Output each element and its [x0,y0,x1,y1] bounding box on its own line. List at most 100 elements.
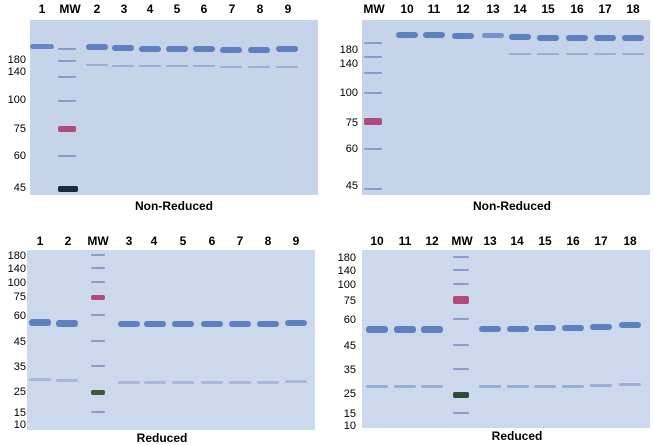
lane-label: 8 [264,234,272,248]
lane-label: 12 [425,234,439,248]
gel-image-bottom-left [27,250,315,430]
lane-label: 18 [626,2,640,16]
protein-band [590,324,612,330]
ladder-band [453,269,469,271]
mw-marker-label: 140 [7,66,26,78]
protein-band [276,46,298,52]
lane-label: 3 [125,234,133,248]
mw-marker-label: 140 [7,263,26,275]
lane-label: 1 [36,234,44,248]
lane-label: 15 [538,234,552,248]
lane-label: MW [363,2,385,16]
protein-band [220,66,242,68]
mw-marker-label: 45 [345,180,358,192]
gel-image-top-right [362,20,650,195]
protein-band [396,32,418,38]
protein-band [394,326,416,333]
protein-band [172,321,194,327]
ladder-band [364,56,382,58]
protein-band [201,381,223,384]
protein-band [534,385,556,388]
mw-marker-label: 100 [337,279,356,291]
protein-band [139,65,161,67]
ladder-band [453,412,469,414]
protein-band [479,385,501,388]
protein-band [201,321,223,327]
mw-marker-label: 35 [343,364,356,376]
protein-band [229,381,251,384]
ladder-band-pink [58,126,76,132]
ladder-band [453,344,469,346]
protein-band [619,383,641,386]
protein-band [139,46,161,52]
lane-label: 12 [456,2,470,16]
protein-band [452,33,474,39]
lane-label: 11 [398,234,412,248]
mw-marker-label: 140 [339,58,358,70]
protein-band [566,35,588,41]
mw-marker-label: 15 [13,407,26,419]
protein-band [537,53,559,55]
ladder-band [58,100,76,102]
mw-marker-label: 60 [13,150,26,162]
mw-marker-label: 45 [13,182,26,194]
mw-marker-label: 25 [343,388,356,400]
protein-band [172,381,194,384]
lane-label: 8 [256,2,264,16]
lane-label: 3 [120,2,128,16]
mw-marker-label: 140 [337,265,356,277]
ladder-band [58,155,76,157]
lane-label: 16 [566,234,580,248]
mw-marker-label: 35 [13,361,26,373]
protein-band [594,53,616,55]
mw-marker-label: 75 [13,123,26,135]
protein-band [562,325,584,331]
lane-label: 13 [486,2,500,16]
lane-label: 18 [623,234,637,248]
lane-label: MW [59,2,81,16]
protein-band [220,47,242,53]
mw-marker-label: 100 [7,94,26,106]
ladder-band [91,340,105,342]
protein-band [86,64,108,66]
ladder-band-dark [453,392,469,398]
lane-label: 10 [370,234,384,248]
gel-image-top-left [30,20,318,195]
mw-marker-label: 10 [13,419,26,431]
panel-caption: Reduced [491,429,543,443]
lane-label: 9 [284,2,292,16]
lane-label: 9 [292,234,300,248]
protein-band [29,378,51,381]
protein-band [285,380,307,383]
mw-marker-label: 25 [13,386,26,398]
protein-band [112,65,134,67]
protein-band [509,53,531,55]
lane-label: 14 [510,234,524,248]
lane-label: 6 [200,2,208,16]
ladder-band [91,411,105,413]
protein-band [537,35,559,41]
protein-band [619,322,641,328]
mw-marker-label: 75 [343,295,356,307]
protein-band [56,320,78,327]
protein-band [423,32,445,38]
mw-marker-label: 75 [13,291,26,303]
ladder-band-dark [58,186,78,192]
lane-label: MW [451,234,473,248]
protein-band [193,65,215,67]
lane-label: 2 [64,234,72,248]
protein-band [257,321,279,327]
ladder-band [58,76,76,78]
lane-label: MW [87,234,109,248]
lane-label: 6 [208,234,216,248]
protein-band [590,384,612,387]
panel-caption: Non-Reduced [473,199,551,213]
panel-caption: Non-Reduced [135,199,213,213]
ladder-band [364,148,382,150]
protein-band [112,45,134,51]
protein-band [622,35,644,41]
protein-band [507,385,529,388]
lane-label: 16 [570,2,584,16]
lane-label: 4 [146,2,154,16]
panel-caption: Reduced [136,431,188,445]
